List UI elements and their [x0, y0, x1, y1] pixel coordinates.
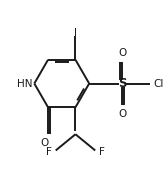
Text: F: F — [46, 147, 52, 157]
Text: O: O — [41, 138, 49, 148]
Text: O: O — [118, 48, 126, 58]
Text: I: I — [74, 28, 77, 38]
Text: HN: HN — [17, 78, 33, 88]
Text: F: F — [99, 147, 105, 157]
Text: Cl: Cl — [154, 78, 164, 88]
Text: S: S — [118, 77, 126, 90]
Text: O: O — [118, 109, 126, 119]
